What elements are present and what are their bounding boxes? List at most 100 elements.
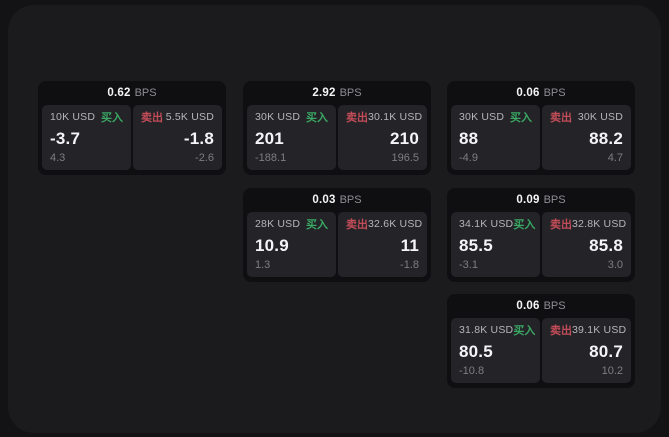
bps-value: 0.06 bbox=[516, 87, 540, 99]
main-panel: 0.62 BPS 10K USD 买入 -3.7 4.3 卖出 5.5K USD… bbox=[8, 5, 661, 433]
buy-side-label: 买入 bbox=[101, 112, 123, 124]
bps-unit-label: BPS bbox=[543, 194, 566, 206]
buy-size-label: 30K USD bbox=[255, 111, 301, 124]
sell-tile[interactable]: 卖出 32.8K USD 85.8 3.0 bbox=[542, 212, 631, 277]
sell-side-label: 卖出 bbox=[141, 112, 163, 124]
sell-side-label: 卖出 bbox=[550, 219, 572, 231]
sell-tile-header: 卖出 32.6K USD bbox=[346, 218, 423, 231]
sell-delta-value: 10.2 bbox=[601, 365, 623, 377]
bps-value: 0.03 bbox=[312, 194, 336, 206]
buy-tile[interactable]: 34.1K USD 买入 85.5 -3.1 bbox=[451, 212, 540, 277]
buy-quote-value: -3.7 bbox=[50, 129, 81, 149]
bps-value: 0.62 bbox=[107, 87, 131, 99]
sell-tile[interactable]: 卖出 39.1K USD 80.7 10.2 bbox=[542, 318, 631, 383]
sell-tile[interactable]: 卖出 30K USD 88.2 4.7 bbox=[542, 105, 631, 170]
buy-delta-value: -188.1 bbox=[255, 152, 287, 164]
quote-card: 0.06 BPS 31.8K USD 买入 80.5 -10.8 卖出 39.1… bbox=[447, 294, 635, 388]
buy-tile[interactable]: 30K USD 买入 88 -4.9 bbox=[451, 105, 540, 170]
card-header: 0.09 BPS bbox=[447, 188, 635, 212]
buy-tile-header: 30K USD 买入 bbox=[255, 112, 328, 124]
card-body: 28K USD 买入 10.9 1.3 卖出 32.6K USD 11 -1.8 bbox=[243, 212, 431, 282]
bps-value: 0.06 bbox=[516, 300, 540, 312]
buy-tile[interactable]: 28K USD 买入 10.9 1.3 bbox=[247, 212, 336, 277]
bps-value: 0.09 bbox=[516, 194, 540, 206]
sell-quote-value: 88.2 bbox=[589, 129, 623, 149]
sell-quote-value: -1.8 bbox=[183, 129, 214, 149]
card-header: 0.06 BPS bbox=[447, 81, 635, 105]
buy-quote-value: 10.9 bbox=[255, 236, 289, 256]
buy-side-label: 买入 bbox=[510, 112, 532, 124]
buy-size-label: 31.8K USD bbox=[459, 324, 514, 337]
card-body: 30K USD 买入 201 -188.1 卖出 30.1K USD 210 1… bbox=[243, 105, 431, 175]
sell-quote-value: 210 bbox=[390, 129, 419, 149]
quote-card: 0.62 BPS 10K USD 买入 -3.7 4.3 卖出 5.5K USD… bbox=[38, 81, 226, 175]
buy-delta-value: -10.8 bbox=[459, 365, 485, 377]
bps-unit-label: BPS bbox=[543, 87, 566, 99]
quote-card: 2.92 BPS 30K USD 买入 201 -188.1 卖出 30.1K … bbox=[243, 81, 431, 175]
buy-tile-header: 30K USD 买入 bbox=[459, 112, 532, 124]
quote-card: 0.03 BPS 28K USD 买入 10.9 1.3 卖出 32.6K US… bbox=[243, 188, 431, 282]
sell-side-label: 卖出 bbox=[346, 112, 368, 124]
card-header: 2.92 BPS bbox=[243, 81, 431, 105]
buy-tile[interactable]: 31.8K USD 买入 80.5 -10.8 bbox=[451, 318, 540, 383]
sell-side-label: 卖出 bbox=[550, 112, 572, 124]
buy-size-label: 34.1K USD bbox=[459, 218, 514, 231]
sell-tile[interactable]: 卖出 5.5K USD -1.8 -2.6 bbox=[133, 105, 222, 170]
sell-size-label: 39.1K USD bbox=[572, 324, 627, 337]
sell-delta-value: 4.7 bbox=[607, 152, 623, 164]
bps-value: 2.92 bbox=[312, 87, 336, 99]
buy-tile-header: 31.8K USD 买入 bbox=[459, 324, 536, 337]
sell-size-label: 30.1K USD bbox=[368, 111, 423, 124]
buy-tile[interactable]: 10K USD 买入 -3.7 4.3 bbox=[42, 105, 131, 170]
buy-delta-value: 4.3 bbox=[50, 152, 66, 164]
sell-size-label: 32.8K USD bbox=[572, 218, 627, 231]
bps-unit-label: BPS bbox=[134, 87, 157, 99]
card-body: 10K USD 买入 -3.7 4.3 卖出 5.5K USD -1.8 -2.… bbox=[38, 105, 226, 175]
buy-size-label: 10K USD bbox=[50, 111, 96, 124]
card-header: 0.03 BPS bbox=[243, 188, 431, 212]
sell-tile[interactable]: 卖出 30.1K USD 210 196.5 bbox=[338, 105, 427, 170]
sell-tile-header: 卖出 30.1K USD bbox=[346, 111, 423, 124]
buy-quote-value: 85.5 bbox=[459, 236, 493, 256]
bps-unit-label: BPS bbox=[339, 87, 362, 99]
sell-tile-header: 卖出 30K USD bbox=[550, 112, 623, 124]
sell-tile-header: 卖出 5.5K USD bbox=[141, 112, 214, 124]
buy-quote-value: 88 bbox=[459, 129, 479, 149]
card-body: 30K USD 买入 88 -4.9 卖出 30K USD 88.2 4.7 bbox=[447, 105, 635, 175]
card-body: 31.8K USD 买入 80.5 -10.8 卖出 39.1K USD 80.… bbox=[447, 318, 635, 388]
sell-quote-value: 85.8 bbox=[589, 236, 623, 256]
sell-tile-header: 卖出 39.1K USD bbox=[550, 324, 627, 337]
buy-delta-value: -4.9 bbox=[459, 152, 478, 164]
quote-card: 0.06 BPS 30K USD 买入 88 -4.9 卖出 30K USD 8… bbox=[447, 81, 635, 175]
sell-delta-value: -1.8 bbox=[400, 259, 419, 271]
buy-delta-value: -3.1 bbox=[459, 259, 478, 271]
sell-side-label: 卖出 bbox=[550, 325, 572, 337]
quote-card: 0.09 BPS 34.1K USD 买入 85.5 -3.1 卖出 32.8K… bbox=[447, 188, 635, 282]
buy-tile[interactable]: 30K USD 买入 201 -188.1 bbox=[247, 105, 336, 170]
buy-tile-header: 34.1K USD 买入 bbox=[459, 218, 536, 231]
buy-tile-header: 10K USD 买入 bbox=[50, 112, 123, 124]
buy-side-label: 买入 bbox=[513, 219, 536, 231]
bps-unit-label: BPS bbox=[543, 300, 566, 312]
card-body: 34.1K USD 买入 85.5 -3.1 卖出 32.8K USD 85.8… bbox=[447, 212, 635, 282]
buy-quote-value: 80.5 bbox=[459, 342, 493, 362]
sell-tile[interactable]: 卖出 32.6K USD 11 -1.8 bbox=[338, 212, 427, 277]
sell-side-label: 卖出 bbox=[346, 219, 368, 231]
sell-tile-header: 卖出 32.8K USD bbox=[550, 218, 627, 231]
sell-quote-value: 80.7 bbox=[589, 342, 623, 362]
buy-side-label: 买入 bbox=[306, 112, 328, 124]
sell-size-label: 30K USD bbox=[577, 111, 623, 124]
card-header: 0.62 BPS bbox=[38, 81, 226, 105]
buy-size-label: 30K USD bbox=[459, 111, 505, 124]
buy-tile-header: 28K USD 买入 bbox=[255, 219, 328, 231]
buy-size-label: 28K USD bbox=[255, 218, 301, 231]
buy-side-label: 买入 bbox=[513, 325, 536, 337]
card-header: 0.06 BPS bbox=[447, 294, 635, 318]
buy-quote-value: 201 bbox=[255, 129, 284, 149]
sell-size-label: 32.6K USD bbox=[368, 218, 423, 231]
sell-delta-value: 3.0 bbox=[607, 259, 623, 271]
sell-delta-value: 196.5 bbox=[391, 152, 419, 164]
bps-unit-label: BPS bbox=[339, 194, 362, 206]
sell-size-label: 5.5K USD bbox=[165, 111, 214, 124]
